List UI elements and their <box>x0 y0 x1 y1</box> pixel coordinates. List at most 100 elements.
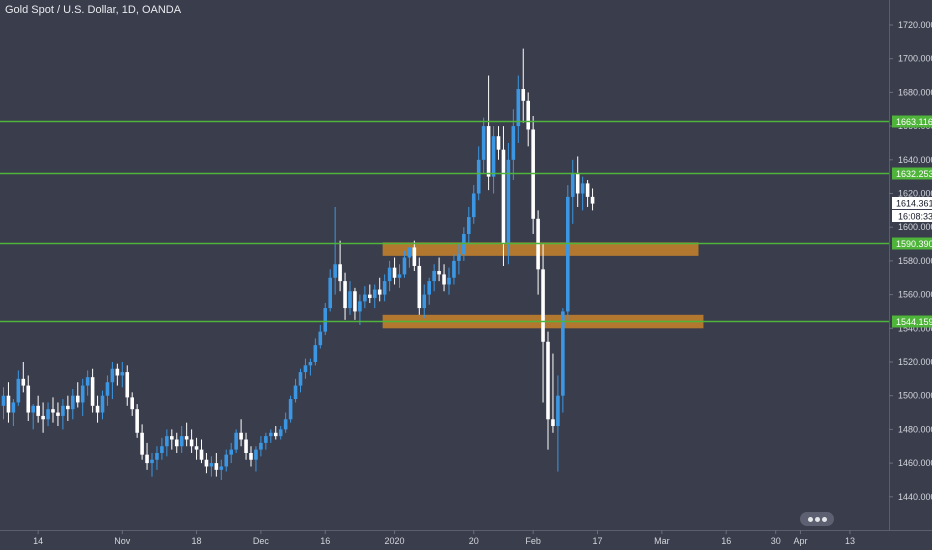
candlestick[interactable] <box>457 244 461 275</box>
candlestick[interactable] <box>407 244 412 268</box>
candlestick[interactable] <box>26 375 31 421</box>
candlestick[interactable] <box>293 378 298 403</box>
candlestick[interactable] <box>353 287 357 320</box>
candlestick[interactable] <box>372 284 377 309</box>
candlestick[interactable] <box>566 185 570 320</box>
candlestick[interactable] <box>313 338 318 366</box>
candlestick[interactable] <box>194 437 199 460</box>
candlestick[interactable] <box>551 353 555 433</box>
candlestick[interactable] <box>120 362 125 388</box>
candlestick[interactable] <box>422 284 427 319</box>
candlestick[interactable] <box>328 269 332 312</box>
candlestick[interactable] <box>363 286 367 309</box>
candlestick[interactable] <box>229 442 233 464</box>
candlestick[interactable] <box>6 382 11 423</box>
candlestick[interactable] <box>412 240 417 272</box>
candlestick[interactable] <box>140 424 144 460</box>
candlestick[interactable] <box>338 240 342 292</box>
candlestick[interactable] <box>432 264 436 292</box>
candlestick[interactable] <box>165 429 169 457</box>
candlestick[interactable] <box>95 395 100 423</box>
candlestick[interactable] <box>125 365 130 406</box>
candlestick[interactable] <box>105 375 110 406</box>
candlestick[interactable] <box>481 117 486 174</box>
candlestick[interactable] <box>471 185 476 224</box>
candlestick[interactable] <box>56 402 60 427</box>
time-axis[interactable]: 14 Nov 18 Dec 16 2020 20 Feb 17 Mar 16 30 Apr 13 <box>33 530 855 546</box>
candlestick[interactable] <box>343 272 347 320</box>
candlestick[interactable] <box>303 358 308 379</box>
candlestick[interactable] <box>467 206 471 245</box>
candlestick[interactable] <box>199 439 204 464</box>
candlestick[interactable] <box>174 432 179 453</box>
candlestick[interactable] <box>249 446 253 467</box>
candlestick[interactable] <box>358 294 362 325</box>
candlestick[interactable] <box>496 126 501 160</box>
candlestick[interactable] <box>283 412 288 433</box>
candlestick[interactable] <box>377 277 382 302</box>
candlestick[interactable] <box>402 250 407 278</box>
candlestick[interactable] <box>110 362 115 400</box>
support-resistance-zone[interactable] <box>382 242 699 256</box>
candlestick[interactable] <box>288 395 293 423</box>
candlestick[interactable] <box>85 370 90 396</box>
candlestick[interactable] <box>115 363 120 386</box>
candlestick[interactable] <box>204 452 209 474</box>
candlestick[interactable] <box>184 422 189 447</box>
candlestick[interactable] <box>61 399 65 430</box>
candlestick[interactable] <box>278 426 283 440</box>
candlestick[interactable] <box>1 387 6 420</box>
candlestick[interactable] <box>417 257 422 315</box>
candlestick[interactable] <box>570 159 575 224</box>
candlestick[interactable] <box>318 324 323 349</box>
candlestick[interactable] <box>179 426 184 453</box>
candlestick[interactable] <box>531 115 535 234</box>
candlestick[interactable] <box>100 390 105 420</box>
candlestick[interactable] <box>427 277 431 305</box>
candlestick[interactable] <box>170 429 174 450</box>
candlestick[interactable] <box>561 308 565 413</box>
candlestick[interactable] <box>298 368 303 393</box>
candlestick[interactable] <box>541 244 545 403</box>
candlestick[interactable] <box>273 426 278 440</box>
candlestick[interactable] <box>75 382 80 408</box>
candlestick[interactable] <box>536 210 540 295</box>
candlestick[interactable] <box>80 378 85 416</box>
candlestick[interactable] <box>521 48 526 123</box>
candlestick[interactable] <box>66 395 70 421</box>
candlestick[interactable] <box>575 156 580 207</box>
candlestick[interactable] <box>219 459 224 480</box>
candlestick[interactable] <box>264 432 268 450</box>
candlestick[interactable] <box>323 303 328 336</box>
candlestick[interactable] <box>71 388 75 420</box>
candlestick[interactable] <box>348 281 352 315</box>
candlestick[interactable] <box>130 392 134 416</box>
candlestick[interactable] <box>135 404 139 438</box>
candlestick[interactable] <box>21 362 26 393</box>
price-axis[interactable]: 1440.000 1460.000 1480.000 1500.000 1520.000… <box>889 20 932 502</box>
candlestick[interactable] <box>580 176 585 211</box>
candlestick[interactable] <box>382 274 387 302</box>
candlestick[interactable] <box>11 399 16 427</box>
candlestick[interactable] <box>239 419 243 447</box>
candlestick[interactable] <box>214 452 219 477</box>
candlestick[interactable] <box>526 92 530 147</box>
candlestick[interactable] <box>333 206 337 295</box>
candlestick[interactable] <box>31 404 35 430</box>
candlestick[interactable] <box>516 75 521 143</box>
candlestick[interactable] <box>244 432 248 460</box>
candlestick[interactable] <box>585 180 590 207</box>
candlestick[interactable] <box>368 284 372 304</box>
candlestick[interactable] <box>16 370 21 406</box>
candlestick[interactable] <box>51 397 55 423</box>
candlestick[interactable] <box>90 368 95 413</box>
candlestick[interactable] <box>145 442 149 470</box>
candlestick[interactable] <box>189 429 194 453</box>
candlestick[interactable] <box>486 75 491 191</box>
candlestick[interactable] <box>590 188 595 211</box>
candlestick[interactable] <box>46 402 50 427</box>
candlestick[interactable] <box>259 436 263 457</box>
candlestick[interactable] <box>511 109 516 181</box>
candlestick[interactable] <box>556 375 560 472</box>
